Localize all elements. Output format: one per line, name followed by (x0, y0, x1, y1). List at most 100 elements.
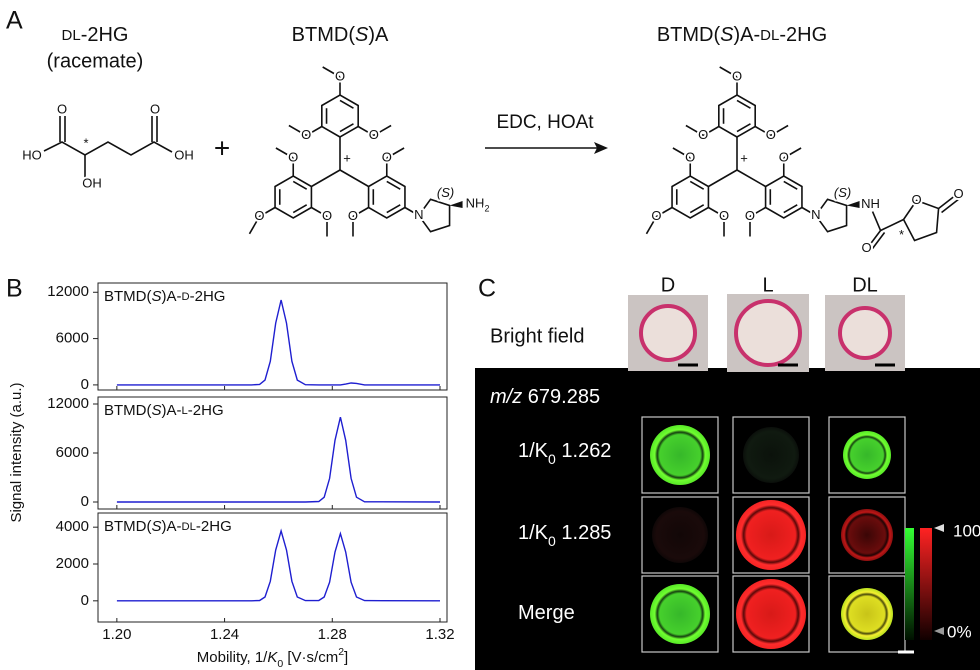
bond (708, 206, 725, 218)
text-part: m/z (490, 386, 522, 408)
name-part: DL (62, 27, 81, 44)
atom-label: O (288, 149, 298, 164)
text-part: 0 (277, 658, 283, 670)
name-part: )A- (734, 24, 761, 46)
bond (685, 124, 704, 137)
atom-label: OH (174, 147, 194, 162)
text-part: NH (466, 196, 485, 211)
bond (871, 232, 886, 249)
text-part: [V·s/cm (283, 649, 338, 666)
compound-note: (racemate) (47, 50, 144, 72)
bond (275, 147, 294, 159)
text-part: 1/K (518, 440, 549, 462)
compound-name: BTMD(S)A (292, 24, 389, 46)
atom-label: N (414, 207, 423, 222)
atom-label: OH (82, 175, 102, 190)
text-part: -2HG (188, 402, 224, 419)
bond (672, 147, 691, 159)
series-line (116, 416, 441, 503)
name-part: -2HG (81, 24, 129, 46)
plot-frame (97, 282, 448, 391)
compound-name: BTMD(S)A-DL-2HG (657, 24, 827, 46)
x-tick-label: 1.28 (318, 626, 347, 643)
plot-frame (97, 396, 448, 510)
bond (754, 125, 772, 137)
colorbar-marker (934, 524, 944, 532)
row-label: Bright field (490, 325, 585, 347)
column-label: DL (852, 274, 878, 296)
row-label: 1/K0 1.262 (518, 440, 611, 466)
atom-label: O (719, 208, 729, 223)
bond (322, 66, 341, 78)
name-part: BTMD( (292, 24, 356, 46)
row-label: Merge (518, 602, 575, 624)
bond (880, 218, 904, 232)
text-part: L (182, 405, 188, 417)
atom-label: O (301, 127, 311, 142)
bond (656, 206, 673, 218)
y-tick-label: 0 (81, 493, 89, 510)
y-axis-label: Signal intensity (a.u.) (8, 382, 25, 522)
y-tick-label: 6000 (56, 330, 89, 347)
atom-label: (S) (437, 185, 454, 200)
text-part: D (182, 291, 190, 303)
bond (352, 206, 369, 218)
text-part: 2 (484, 204, 489, 214)
text-part: S (152, 288, 162, 305)
organoid (838, 306, 892, 360)
atom-label: O (651, 208, 661, 223)
structure-2hg: O O HO * OH OH (20, 99, 196, 192)
atom-label: O (150, 101, 160, 116)
text-part: DL (182, 521, 196, 533)
name-part: )A (368, 24, 389, 46)
name-part: BTMD( (657, 24, 721, 46)
atom-label: NH2 (466, 196, 490, 214)
atom-label: O (382, 149, 392, 164)
series-line (116, 299, 440, 386)
atom-label: O (335, 68, 345, 83)
atom-label: O (745, 208, 755, 223)
bond (783, 147, 802, 159)
row-label: 1/K0 1.285 (518, 522, 611, 548)
ion-image (841, 509, 893, 561)
colorbar-red (920, 528, 932, 640)
ion-image (743, 427, 799, 483)
bond (783, 180, 798, 190)
bond (339, 169, 369, 188)
atom-label: O (766, 127, 776, 142)
bond (749, 206, 766, 218)
ion-image (841, 588, 893, 640)
panel-label: A (6, 7, 23, 35)
bond (259, 206, 276, 218)
chart-title: BTMD(S)A-D-2HG (104, 288, 225, 305)
bonds (248, 66, 961, 249)
bond (736, 99, 751, 109)
text-part: Mobility, 1/ (197, 649, 268, 666)
bond (288, 124, 307, 137)
bond (339, 99, 354, 109)
wedge-bond (449, 201, 463, 209)
bond (736, 169, 766, 188)
bond (311, 169, 341, 188)
text-part: 1.262 (556, 440, 612, 462)
x-tick-label: 1.24 (210, 626, 239, 643)
bond (645, 216, 658, 235)
atom-label: O (732, 68, 742, 83)
text-part: )A- (162, 402, 182, 419)
atom-label: N (811, 207, 820, 222)
x-axis-label: Mobility, 1/K0 [V·s/cm2] (197, 646, 348, 670)
bond (248, 216, 261, 235)
compound-name: DL-2HG (62, 24, 129, 46)
x-tick-label: 1.32 (425, 626, 454, 643)
text-part: 1/K (518, 522, 549, 544)
mz-label: m/z 679.285 (490, 386, 600, 408)
bond (404, 206, 420, 217)
y-tick-label: 6000 (56, 444, 89, 461)
text-part: 679.285 (522, 386, 600, 408)
ion-image (650, 425, 710, 485)
bond (783, 204, 798, 214)
y-tick-label: 12000 (47, 395, 89, 412)
bond (305, 125, 323, 137)
